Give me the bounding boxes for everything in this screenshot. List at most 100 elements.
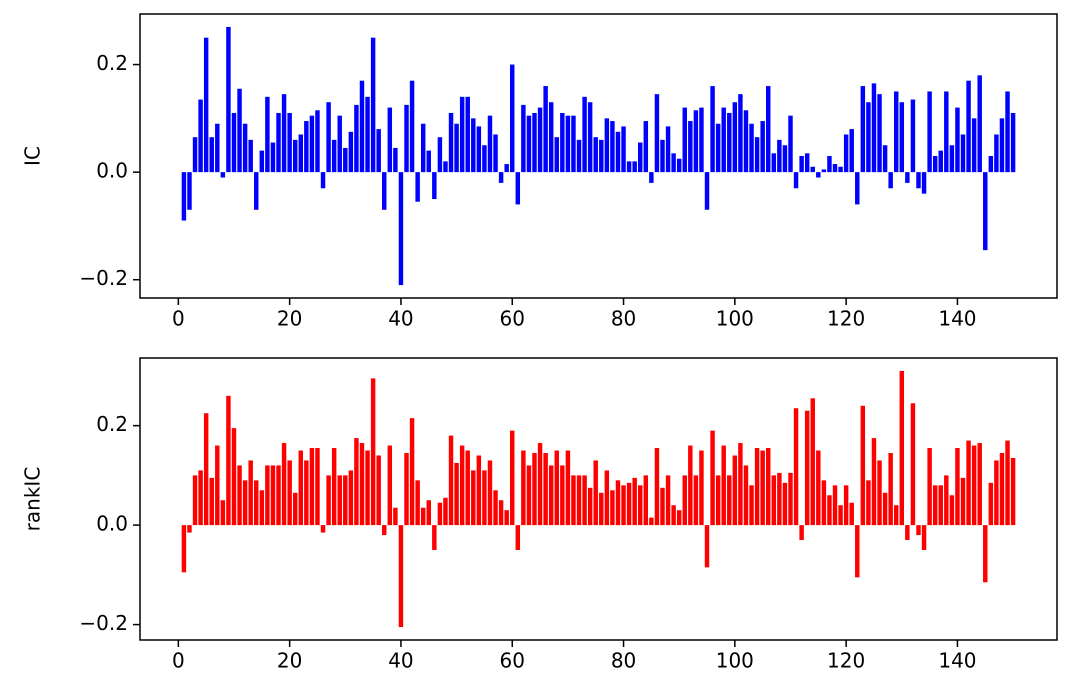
bar	[309, 448, 315, 526]
bar	[393, 507, 398, 526]
bar	[331, 448, 337, 526]
bar	[754, 448, 760, 526]
bar	[654, 448, 660, 526]
bar	[482, 145, 487, 173]
bar	[265, 96, 270, 173]
bar	[849, 129, 854, 173]
bar	[593, 460, 598, 526]
bar	[766, 448, 771, 526]
bar	[448, 435, 454, 526]
bar	[226, 395, 231, 526]
bar	[510, 430, 515, 526]
bar	[576, 139, 582, 173]
bar	[237, 88, 242, 173]
bar	[793, 408, 799, 526]
bar	[971, 118, 977, 173]
bar	[548, 102, 554, 173]
bar	[493, 490, 498, 526]
bar	[988, 482, 994, 526]
bar	[977, 443, 982, 526]
bar	[610, 121, 615, 173]
bar	[242, 480, 248, 526]
bar	[554, 137, 559, 173]
bar	[816, 172, 821, 178]
x-tick-label: 120	[827, 307, 865, 331]
bar	[415, 480, 420, 526]
bar	[793, 172, 799, 189]
bar	[476, 126, 482, 173]
bar	[454, 123, 459, 173]
bar	[671, 505, 676, 526]
bar	[571, 115, 576, 173]
bar	[548, 465, 554, 526]
bar	[621, 126, 626, 173]
y-tick-label: 0.0	[96, 159, 128, 183]
bar	[365, 96, 370, 173]
bar	[632, 477, 637, 526]
bar	[938, 485, 943, 526]
bar	[370, 378, 376, 526]
bar	[471, 118, 476, 173]
bar	[927, 448, 932, 526]
bar	[665, 126, 671, 173]
bar	[304, 121, 309, 173]
bar	[409, 80, 415, 173]
bar	[749, 123, 754, 173]
bar	[365, 450, 370, 526]
bar	[337, 475, 342, 526]
bar	[393, 147, 398, 173]
bar	[593, 137, 598, 173]
bar	[215, 445, 220, 526]
y-tick-label: −0.2	[79, 611, 128, 635]
bar	[804, 153, 810, 173]
bar	[749, 485, 754, 526]
bar	[944, 91, 949, 173]
x-tick-label: 120	[827, 649, 865, 673]
bar	[955, 448, 960, 526]
bar	[571, 475, 576, 526]
bar	[688, 445, 693, 526]
bar	[771, 475, 777, 526]
bar	[498, 172, 504, 183]
bar	[226, 26, 231, 173]
bar	[448, 112, 454, 173]
bar	[855, 525, 860, 578]
bar	[777, 472, 782, 526]
bar	[682, 107, 687, 173]
bar	[537, 443, 543, 526]
bar	[604, 118, 610, 173]
bar	[888, 452, 893, 526]
bar	[420, 507, 426, 526]
bar	[938, 150, 943, 173]
bar	[960, 477, 966, 526]
bar	[587, 487, 593, 526]
bar	[676, 510, 682, 526]
bar	[459, 96, 465, 173]
bar	[955, 107, 960, 173]
bar	[382, 525, 387, 536]
bar	[626, 482, 632, 526]
bar	[866, 480, 871, 526]
bar	[215, 123, 220, 173]
bar	[626, 161, 632, 173]
bar	[660, 139, 665, 173]
bar	[810, 166, 815, 173]
bar	[203, 37, 209, 173]
bar	[977, 75, 982, 173]
bar	[821, 480, 827, 526]
bar	[721, 445, 726, 526]
x-tick-label: 140	[938, 649, 976, 673]
y-axis-label: rankIC	[21, 467, 45, 532]
bar	[615, 480, 621, 526]
bar	[894, 505, 899, 526]
bar	[832, 164, 838, 173]
bar	[437, 502, 443, 526]
bar	[487, 115, 493, 173]
x-tick-label: 80	[611, 649, 636, 673]
bar	[682, 475, 687, 526]
bar	[1010, 112, 1016, 173]
bar	[971, 445, 977, 526]
bar	[298, 134, 303, 173]
bar	[983, 172, 988, 251]
bar	[281, 443, 287, 526]
